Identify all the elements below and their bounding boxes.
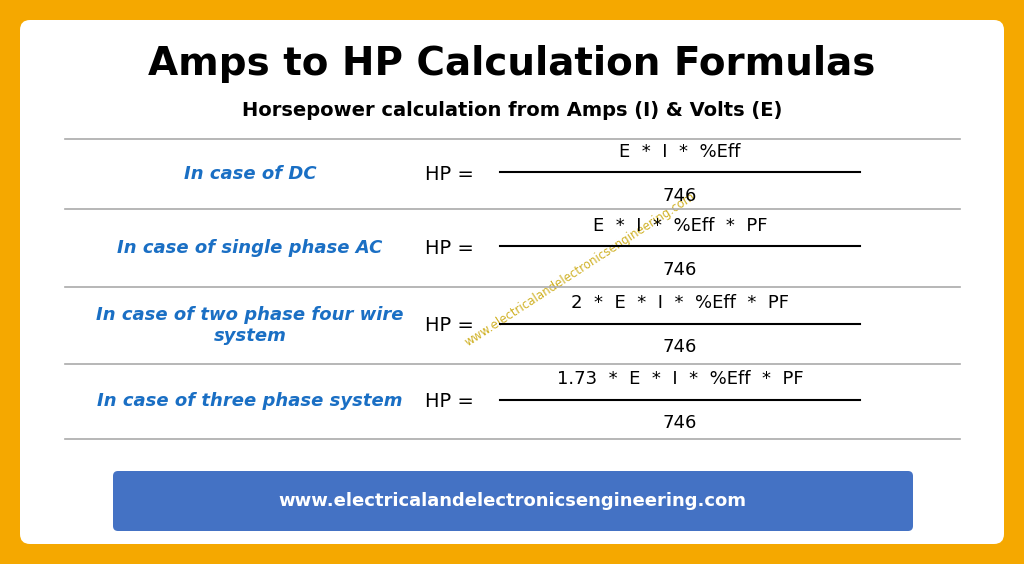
Text: HP =: HP =: [425, 316, 480, 335]
Text: In case of DC: In case of DC: [183, 165, 316, 183]
Text: E  *  I  *  %Eff  *  PF: E * I * %Eff * PF: [593, 217, 767, 235]
Text: www.electricalandelectronicsengineering.com: www.electricalandelectronicsengineering.…: [463, 190, 697, 349]
Text: 746: 746: [663, 187, 697, 205]
Text: HP =: HP =: [425, 165, 480, 183]
FancyBboxPatch shape: [113, 471, 913, 531]
Text: Horsepower calculation from Amps (I) & Volts (E): Horsepower calculation from Amps (I) & V…: [242, 102, 782, 121]
Text: HP =: HP =: [425, 239, 480, 258]
Text: E  *  I  *  %Eff: E * I * %Eff: [620, 143, 740, 161]
Text: 746: 746: [663, 338, 697, 356]
Text: In case of two phase four wire
system: In case of two phase four wire system: [96, 306, 403, 345]
Text: 746: 746: [663, 261, 697, 279]
FancyBboxPatch shape: [20, 20, 1004, 544]
Text: In case of three phase system: In case of three phase system: [97, 393, 402, 411]
Text: 746: 746: [663, 415, 697, 433]
Text: HP =: HP =: [425, 392, 480, 411]
Text: 2  *  E  *  I  *  %Eff  *  PF: 2 * E * I * %Eff * PF: [571, 294, 790, 312]
Text: www.electricalandelectronicsengineering.com: www.electricalandelectronicsengineering.…: [278, 492, 746, 510]
Text: 1.73  *  E  *  I  *  %Eff  *  PF: 1.73 * E * I * %Eff * PF: [557, 371, 803, 389]
Text: In case of single phase AC: In case of single phase AC: [118, 239, 383, 257]
Text: Amps to HP Calculation Formulas: Amps to HP Calculation Formulas: [148, 45, 876, 83]
